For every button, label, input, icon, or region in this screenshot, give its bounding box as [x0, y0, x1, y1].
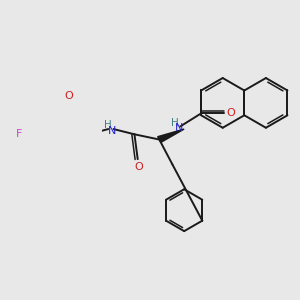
- Text: F: F: [15, 129, 22, 139]
- Text: O: O: [64, 91, 73, 101]
- Text: H: H: [104, 120, 112, 130]
- Text: O: O: [135, 162, 143, 172]
- Polygon shape: [158, 129, 184, 142]
- Text: H: H: [171, 118, 179, 128]
- Text: N: N: [108, 126, 116, 136]
- Text: O: O: [226, 108, 235, 118]
- Text: N: N: [175, 123, 183, 134]
